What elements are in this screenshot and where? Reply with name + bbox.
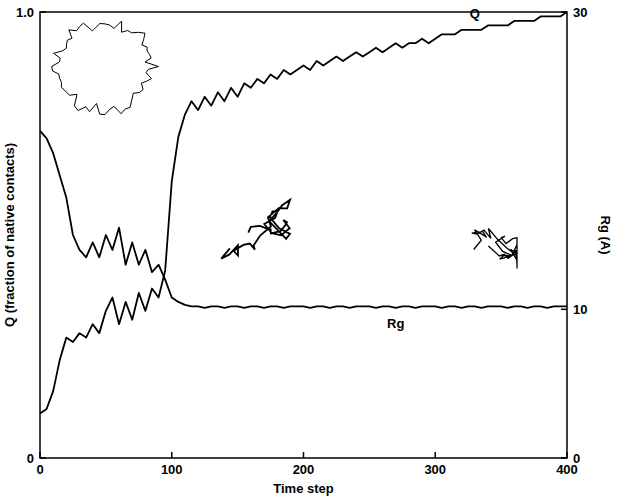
y2-tick-label: 10 xyxy=(573,302,587,317)
y-axis-title: Q (fraction of native contacts) xyxy=(2,143,17,327)
x-tick xyxy=(39,452,41,458)
x-tick xyxy=(171,452,173,458)
series-line xyxy=(40,12,567,413)
structure-sketches xyxy=(52,21,517,268)
y-tick xyxy=(40,457,46,459)
x-tick-label: 200 xyxy=(293,462,315,477)
y-tick-label: 1.0 xyxy=(16,5,34,20)
x-tick xyxy=(303,452,305,458)
x-tick xyxy=(435,452,437,458)
x-tick-label: 0 xyxy=(36,462,43,477)
x-tick-label: 300 xyxy=(424,462,446,477)
x-tick xyxy=(566,452,568,458)
y2-axis-title: Rg (A) xyxy=(598,216,613,255)
unfolded-sketch xyxy=(52,21,159,114)
native-sketch xyxy=(472,229,517,269)
plot-frame xyxy=(40,12,567,458)
intermediate-sketch xyxy=(221,200,290,259)
y2-tick-label: 0 xyxy=(573,451,580,466)
series-line xyxy=(40,131,567,308)
y-tick xyxy=(40,11,46,13)
y2-tick-label: 30 xyxy=(573,5,587,20)
series-label: Rg xyxy=(387,316,404,331)
y-tick-label: 0 xyxy=(27,451,34,466)
series-label: Q xyxy=(470,6,480,21)
x-tick-label: 100 xyxy=(161,462,183,477)
chart: 010020030040001.001030Time stepQ (fracti… xyxy=(0,0,619,502)
series-group xyxy=(40,12,567,413)
y2-tick xyxy=(561,457,567,459)
x-axis-title: Time step xyxy=(273,481,334,496)
y2-tick xyxy=(561,309,567,311)
